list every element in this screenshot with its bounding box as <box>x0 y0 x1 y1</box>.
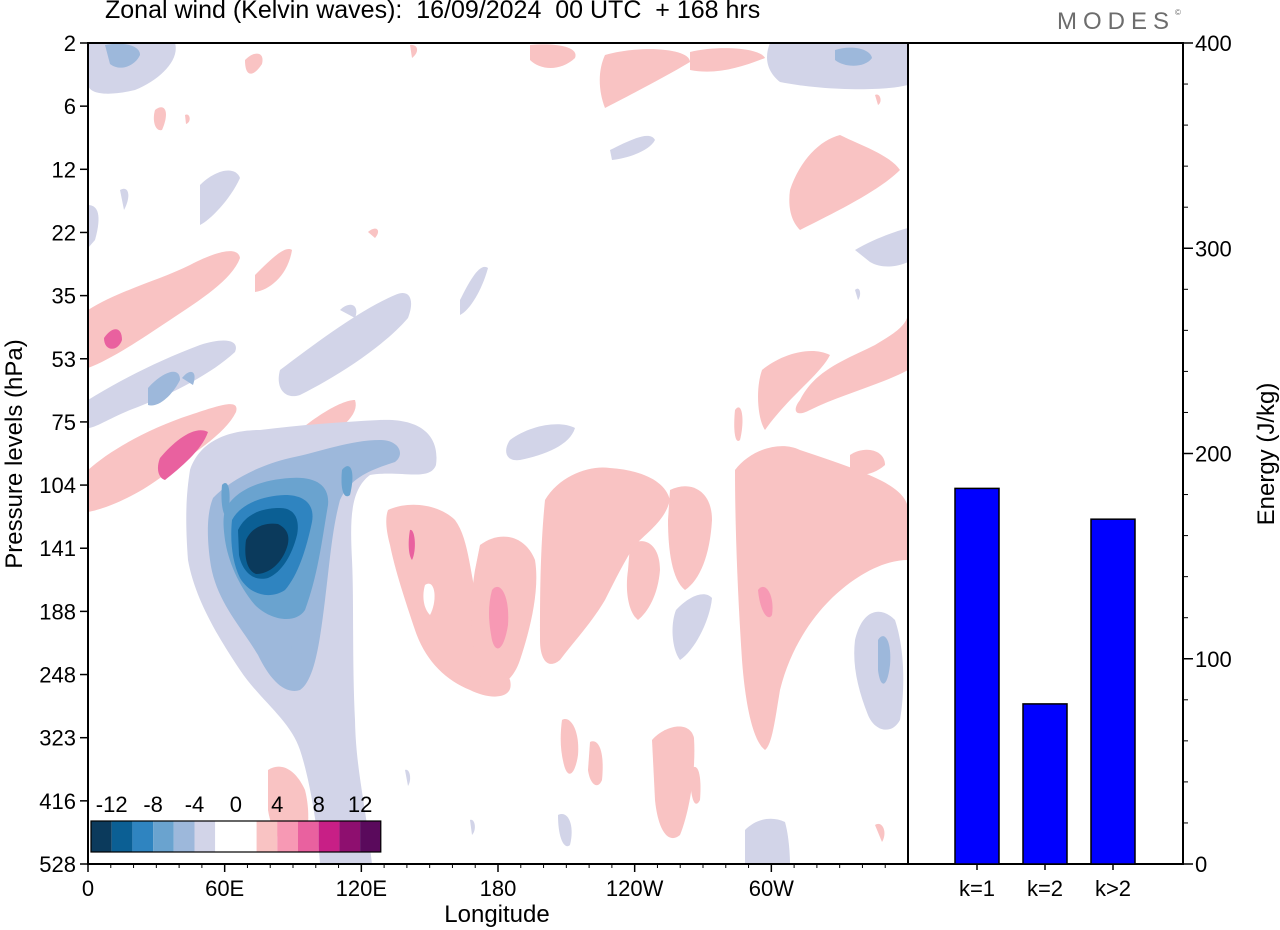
y-tick-label: 188 <box>39 599 76 624</box>
colorbar-swatch <box>318 821 340 852</box>
energy-tick-label: 300 <box>1195 236 1232 261</box>
y-tick-label: 53 <box>52 347 76 372</box>
colorbar-swatch <box>194 821 216 852</box>
colorbar-label: 0 <box>230 792 242 817</box>
colorbar-swatch <box>360 821 381 852</box>
bar-category-label: k>2 <box>1095 876 1131 901</box>
colorbar-label: -8 <box>143 792 163 817</box>
bar-category-label: k=1 <box>959 876 995 901</box>
energy-axis: 0 100 200 300 400 <box>1183 31 1232 877</box>
y-tick-label: 416 <box>39 789 76 814</box>
logo-mark: © <box>1175 8 1181 17</box>
energy-axis-label: Energy (J/kg) <box>1253 383 1280 526</box>
colorbar-swatch <box>256 821 278 852</box>
colorbar-label: 8 <box>313 792 325 817</box>
y-tick-label: 248 <box>39 663 76 688</box>
colorbar-label: 4 <box>271 792 283 817</box>
y-tick-label: 75 <box>52 410 76 435</box>
colorbar-legend: -12 -8 -4 0 4 8 12 <box>90 792 382 853</box>
colorbar-label: -12 <box>96 792 128 817</box>
colorbar-swatch <box>298 821 319 852</box>
colorbar-swatch <box>235 821 257 852</box>
x-tick-label: 60W <box>749 876 794 901</box>
y-tick-label: 12 <box>52 157 76 182</box>
x-axis-label: Longitude <box>444 901 549 928</box>
colorbar-swatch <box>132 821 154 852</box>
colorbar-frame <box>90 820 382 853</box>
modes-logo: MODES© <box>1057 8 1181 36</box>
energy-bar <box>954 487 1000 865</box>
energy-bars: k=1 k=2 k>2 <box>954 487 1136 901</box>
energy-tick-label: 0 <box>1195 852 1207 877</box>
energy-tick-label: 400 <box>1195 31 1232 56</box>
x-tick-label: 120E <box>336 876 387 901</box>
pressure-axis: 2 6 12 22 35 53 75 104 141 188 248 323 416 528 <box>39 31 88 877</box>
colorbar-swatch <box>91 821 112 852</box>
energy-bar <box>1022 703 1068 865</box>
energy-bar <box>1090 518 1136 865</box>
y-tick-label: 528 <box>39 852 76 877</box>
energy-tick-label: 200 <box>1195 442 1232 467</box>
colorbar-swatch <box>339 821 361 852</box>
x-tick-label: 0 <box>82 876 94 901</box>
x-tick-label: 60E <box>205 876 244 901</box>
colorbar-swatch <box>111 821 133 852</box>
energy-tick-label: 100 <box>1195 647 1232 672</box>
y-tick-label: 141 <box>39 536 76 561</box>
logo-text: MODES <box>1057 8 1176 35</box>
x-tick-label: 180 <box>480 876 517 901</box>
y-tick-label: 35 <box>52 284 76 309</box>
y-tick-label: 104 <box>39 473 76 498</box>
x-tick-label: 120W <box>606 876 664 901</box>
bar-category-label: k=2 <box>1027 876 1063 901</box>
colorbar-label: -4 <box>185 792 205 817</box>
colorbar-swatch <box>277 821 298 852</box>
y-tick-label: 22 <box>52 220 76 245</box>
wind-contour-field <box>88 43 908 864</box>
y-axis-label: Pressure levels (hPa) <box>1 339 28 568</box>
colorbar-label: 12 <box>348 792 372 817</box>
colorbar-swatch <box>215 821 236 852</box>
longitude-axis: 0 60E 120E 180 120W 60W <box>82 864 886 901</box>
y-tick-label: 6 <box>64 94 76 119</box>
chart-title: Zonal wind (Kelvin waves): 16/09/2024 00… <box>105 0 761 24</box>
y-tick-label: 2 <box>64 31 76 56</box>
colorbar-swatch <box>173 821 195 852</box>
colorbar-swatch <box>153 821 174 852</box>
y-tick-label: 323 <box>39 726 76 751</box>
